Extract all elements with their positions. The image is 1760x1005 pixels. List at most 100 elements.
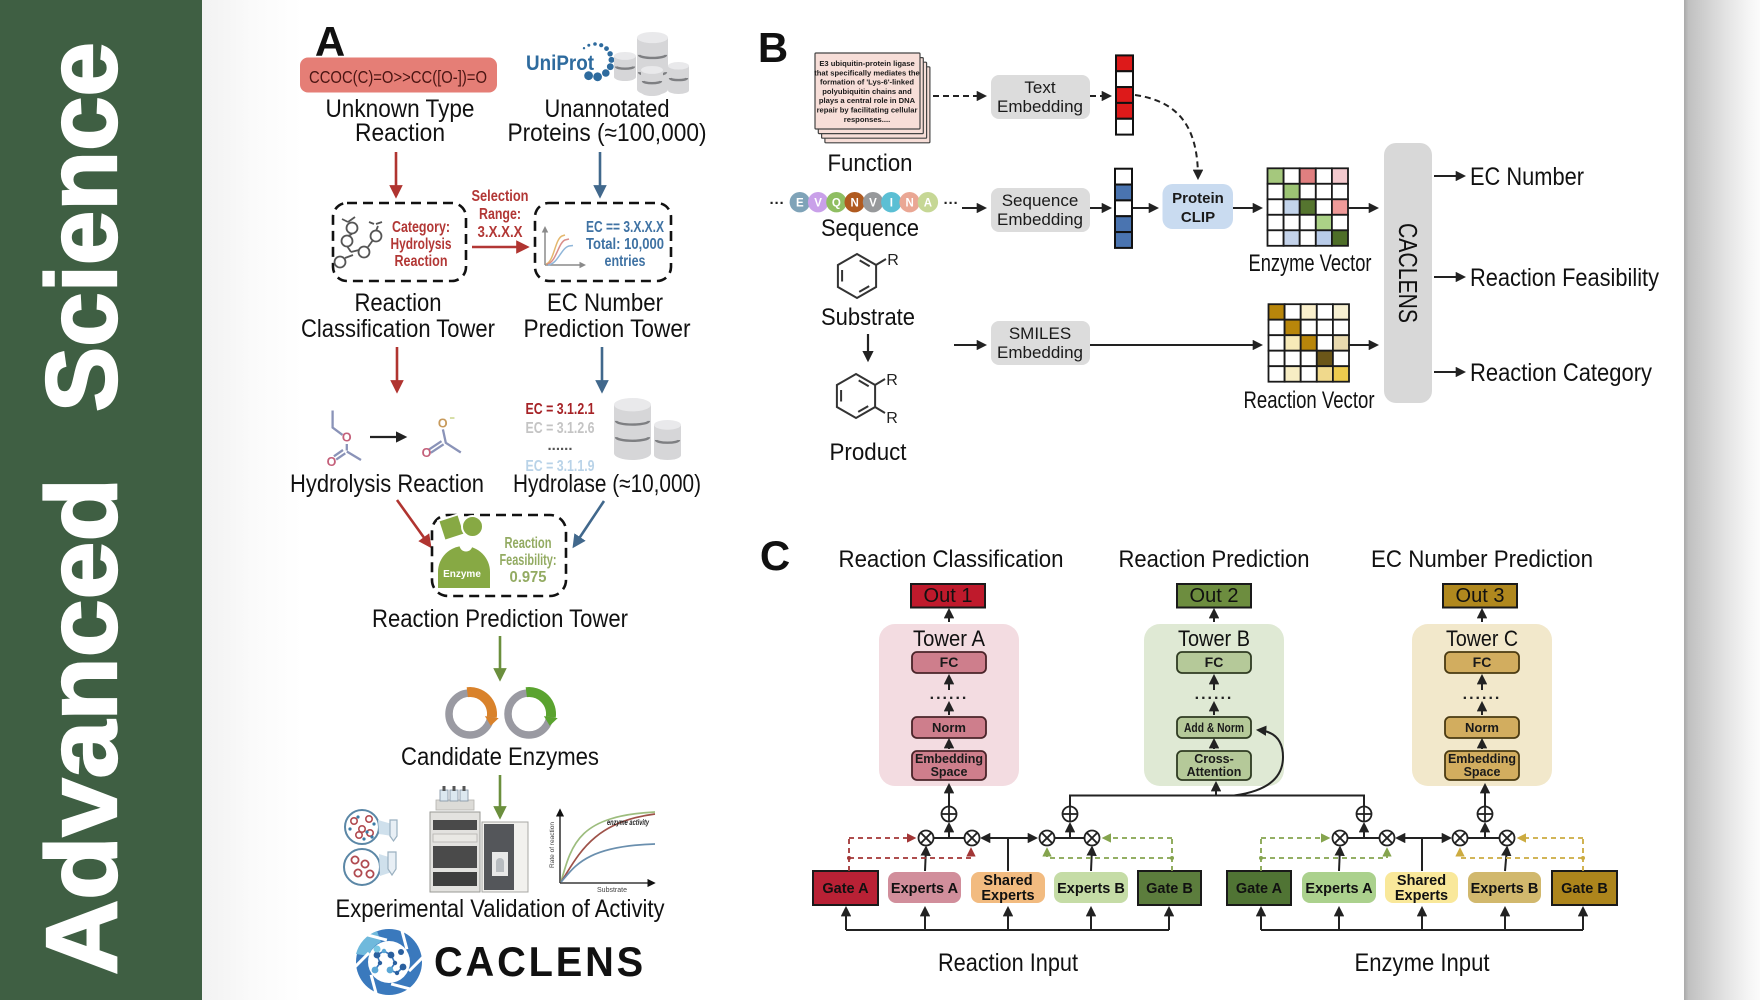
svg-text:Advanced: Advanced — [26, 478, 138, 975]
svg-text:CACLENS: CACLENS — [1393, 223, 1423, 323]
svg-text:O: O — [342, 431, 352, 445]
svg-text:Candidate Enzymes: Candidate Enzymes — [401, 743, 599, 771]
svg-text:Embedding: Embedding — [997, 97, 1083, 116]
svg-text:Reaction Prediction: Reaction Prediction — [1119, 546, 1310, 573]
svg-text:Experts: Experts — [981, 888, 1034, 904]
svg-text:Reaction Feasibility: Reaction Feasibility — [1470, 264, 1659, 292]
svg-text:EC = 3.1.2.1: EC = 3.1.2.1 — [526, 401, 595, 418]
svg-text:R: R — [887, 252, 899, 269]
svg-text:R: R — [886, 410, 898, 427]
svg-text:Science: Science — [26, 42, 138, 412]
svg-text:C: C — [760, 532, 790, 579]
svg-text:R: R — [886, 372, 898, 389]
svg-text:Sequence: Sequence — [821, 215, 919, 242]
svg-text:Category:: Category: — [392, 219, 450, 236]
svg-text:B: B — [758, 24, 788, 71]
svg-text:Embedding: Embedding — [997, 343, 1083, 362]
svg-text:Out 2: Out 2 — [1190, 585, 1239, 607]
svg-text:Reaction Classification: Reaction Classification — [839, 546, 1064, 573]
svg-text:FC: FC — [1473, 654, 1492, 670]
svg-text:Sequence: Sequence — [1002, 191, 1079, 210]
svg-text:SMILES: SMILES — [1009, 324, 1071, 343]
svg-text:Embedding: Embedding — [997, 210, 1083, 229]
svg-text:UniProt: UniProt — [526, 51, 594, 75]
svg-text:EC = 3.1.1.9: EC = 3.1.1.9 — [526, 458, 595, 475]
svg-text:Experts A: Experts A — [1305, 881, 1373, 897]
svg-text:Gate A: Gate A — [822, 881, 869, 897]
svg-text:entries: entries — [605, 253, 646, 270]
svg-text:Hydrolase (≈10,000): Hydrolase (≈10,000) — [513, 470, 701, 498]
svg-text:FC: FC — [940, 654, 959, 670]
svg-text:formation of 'Lys-6'-linked: formation of 'Lys-6'-linked — [820, 78, 914, 87]
svg-text:E3 ubiquitin-protein ligase: E3 ubiquitin-protein ligase — [819, 59, 914, 68]
svg-text:Reaction: Reaction — [395, 253, 448, 270]
svg-text:EC = 3.1.2.6: EC = 3.1.2.6 — [526, 420, 595, 437]
svg-text:Experimental Validation of Act: Experimental Validation of Activity — [336, 895, 665, 923]
svg-text:Experts A: Experts A — [891, 881, 959, 897]
svg-text:Gate A: Gate A — [1236, 881, 1283, 897]
svg-text:Protein: Protein — [1172, 190, 1224, 207]
svg-text:Space: Space — [1464, 765, 1501, 779]
svg-text:CLIP: CLIP — [1181, 209, 1215, 226]
svg-text:Experts B: Experts B — [1471, 881, 1539, 897]
svg-text:Selection: Selection — [472, 188, 529, 205]
svg-text:plays a central role in DNA: plays a central role in DNA — [819, 96, 916, 105]
svg-text:Unannotated: Unannotated — [545, 95, 670, 123]
svg-text:Experts B: Experts B — [1057, 881, 1125, 897]
svg-text:Norm: Norm — [932, 720, 966, 735]
svg-text:0.975: 0.975 — [510, 569, 547, 586]
svg-text:Reaction: Reaction — [355, 289, 442, 317]
svg-text:A: A — [315, 18, 345, 65]
svg-text:···: ··· — [770, 195, 785, 212]
svg-text:Q: Q — [832, 198, 841, 210]
svg-text:Classification Tower: Classification Tower — [301, 315, 495, 343]
svg-text:Enzyme Input: Enzyme Input — [1355, 949, 1490, 977]
svg-text:Substrate: Substrate — [597, 887, 627, 894]
svg-text:......: ...... — [930, 686, 969, 703]
svg-text:Cross-: Cross- — [1194, 752, 1234, 766]
svg-text:Reaction Input: Reaction Input — [938, 949, 1078, 977]
svg-text:repair by facilitating cellula: repair by facilitating cellular — [817, 106, 918, 115]
svg-text:enzyme activity: enzyme activity — [607, 818, 649, 827]
svg-text:Enzyme: Enzyme — [443, 569, 481, 580]
svg-text:−: − — [450, 413, 455, 423]
svg-text:EC Number: EC Number — [547, 289, 663, 317]
svg-text:Out 3: Out 3 — [1456, 585, 1505, 607]
svg-text:Text: Text — [1024, 78, 1055, 97]
svg-text:O: O — [438, 417, 448, 431]
svg-text:Tower A: Tower A — [913, 626, 985, 651]
svg-text:Norm: Norm — [1465, 720, 1499, 735]
svg-text:that specifically mediates the: that specifically mediates the — [814, 68, 920, 77]
svg-text:Reaction Prediction Tower: Reaction Prediction Tower — [372, 605, 628, 633]
svg-text:Tower C: Tower C — [1446, 626, 1518, 651]
svg-text:Proteins (≈100,000): Proteins (≈100,000) — [508, 119, 707, 147]
svg-text:Product: Product — [830, 439, 907, 466]
svg-text:CACLENS: CACLENS — [434, 938, 646, 985]
svg-text:Experts: Experts — [1395, 888, 1448, 904]
svg-text:Feasibility:: Feasibility: — [500, 552, 557, 569]
svg-text:N: N — [851, 198, 859, 210]
svg-text:Add & Norm: Add & Norm — [1184, 720, 1244, 735]
svg-text:Substrate: Substrate — [821, 304, 915, 331]
svg-text:Range:: Range: — [479, 206, 521, 223]
svg-text:I: I — [890, 198, 893, 210]
svg-text:Out 1: Out 1 — [924, 585, 973, 607]
svg-text:3.X.X.X: 3.X.X.X — [478, 224, 524, 241]
svg-text:V: V — [814, 198, 822, 210]
svg-text:......: ...... — [547, 437, 572, 454]
svg-text:Enzyme Vector: Enzyme Vector — [1249, 250, 1372, 277]
svg-text:Function: Function — [828, 150, 913, 177]
svg-text:Space: Space — [931, 765, 968, 779]
svg-text:Embedding: Embedding — [1448, 752, 1516, 766]
svg-text:EC Number Prediction: EC Number Prediction — [1371, 546, 1593, 573]
svg-text:Reaction Category: Reaction Category — [1470, 359, 1652, 387]
svg-text:O: O — [422, 446, 432, 460]
svg-text:···: ··· — [944, 195, 959, 212]
svg-text:Gate B: Gate B — [1561, 881, 1608, 897]
svg-text:O: O — [327, 455, 337, 469]
svg-text:Reaction Vector: Reaction Vector — [1244, 387, 1375, 414]
svg-text:......: ...... — [1195, 686, 1234, 703]
svg-text:A: A — [924, 198, 932, 210]
svg-text:Embedding: Embedding — [915, 752, 983, 766]
svg-text:CCOC(C)=O>>CC([O-])=O: CCOC(C)=O>>CC([O-])=O — [309, 67, 487, 87]
